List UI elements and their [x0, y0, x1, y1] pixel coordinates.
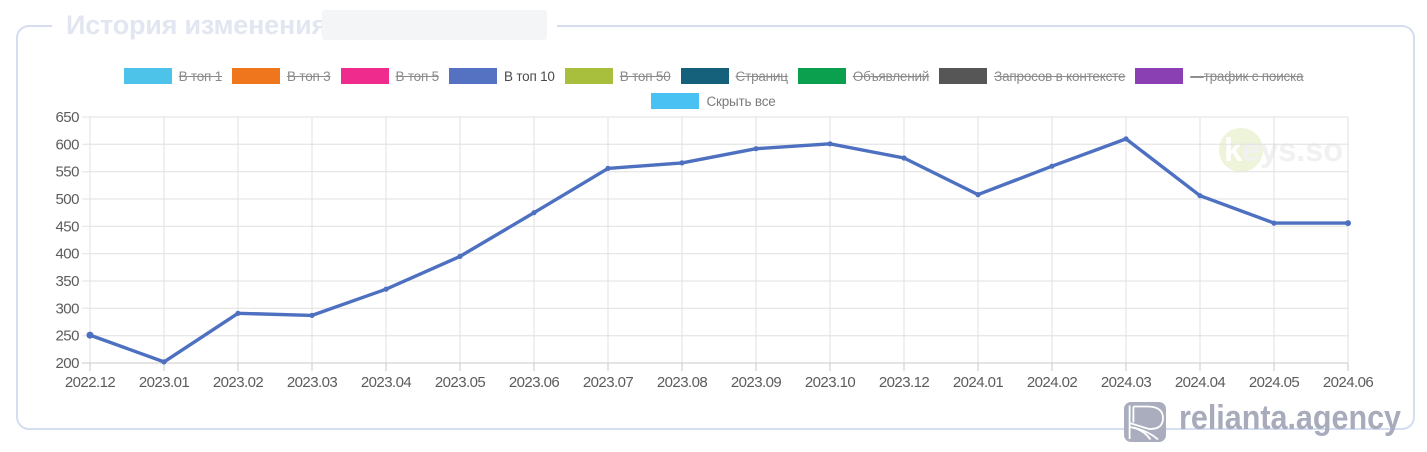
svg-text:2023.07: 2023.07 [583, 374, 634, 391]
svg-text:2022.12: 2022.12 [65, 374, 116, 391]
svg-text:2023.12: 2023.12 [879, 374, 930, 391]
svg-text:2023.06: 2023.06 [509, 374, 560, 391]
svg-text:2023.10: 2023.10 [805, 374, 856, 391]
svg-text:650: 650 [55, 109, 79, 126]
svg-text:450: 450 [55, 218, 79, 235]
svg-text:2023.05: 2023.05 [435, 374, 486, 391]
svg-text:2023.08: 2023.08 [657, 374, 708, 391]
svg-text:200: 200 [55, 355, 79, 372]
svg-text:2024.03: 2024.03 [1101, 374, 1152, 391]
svg-text:600: 600 [55, 136, 79, 153]
svg-text:2023.04: 2023.04 [361, 374, 412, 391]
svg-text:2023.01: 2023.01 [139, 374, 190, 391]
svg-text:2023.02: 2023.02 [213, 374, 264, 391]
svg-text:2024.01: 2024.01 [953, 374, 1004, 391]
svg-text:2024.06: 2024.06 [1323, 374, 1374, 391]
svg-text:2024.05: 2024.05 [1249, 374, 1300, 391]
svg-text:500: 500 [55, 191, 79, 208]
svg-text:eys.so: eys.so [1242, 131, 1343, 168]
svg-text:relianta.agency: relianta.agency [1179, 402, 1401, 437]
svg-text:k: k [1224, 131, 1243, 168]
svg-text:2023.09: 2023.09 [731, 374, 782, 391]
svg-text:2024.02: 2024.02 [1027, 374, 1078, 391]
svg-text:550: 550 [55, 164, 79, 181]
svg-text:350: 350 [55, 273, 79, 290]
svg-text:300: 300 [55, 300, 79, 317]
svg-text:400: 400 [55, 246, 79, 263]
svg-text:2024.04: 2024.04 [1175, 374, 1226, 391]
svg-text:2023.03: 2023.03 [287, 374, 338, 391]
svg-text:250: 250 [55, 328, 79, 345]
